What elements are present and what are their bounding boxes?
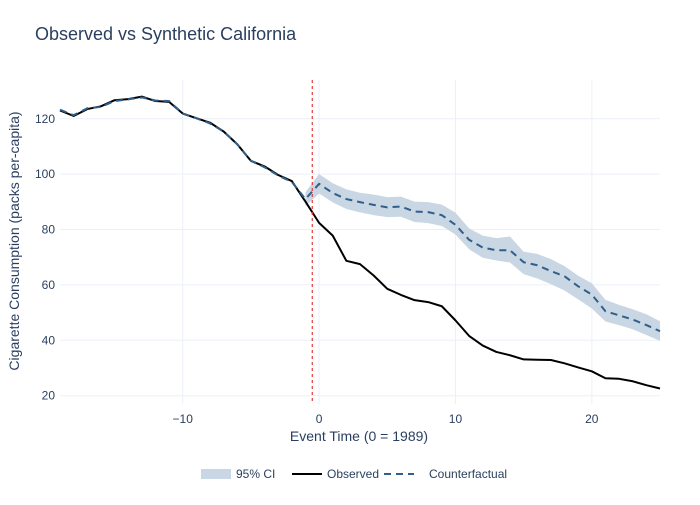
legend-item-ci[interactable]: 95% CI	[201, 467, 275, 481]
legend-label: 95% CI	[236, 467, 275, 481]
y-tick-label: 120	[35, 112, 55, 126]
ci-band-layer	[305, 174, 660, 341]
grid	[60, 80, 660, 404]
x-tick-label: 20	[585, 412, 599, 426]
x-axis-ticks: −10 0 10 20	[173, 412, 599, 426]
legend-swatch-ci	[201, 469, 231, 479]
ci-band	[305, 174, 660, 341]
legend-item-counterfactual[interactable]: Counterfactual	[384, 467, 507, 481]
legend-label: Observed	[327, 467, 379, 481]
x-tick-label: 10	[449, 412, 463, 426]
legend[interactable]: 95% CI Observed Counterfactual	[201, 467, 507, 481]
y-tick-label: 100	[35, 167, 55, 181]
y-tick-label: 80	[42, 223, 56, 237]
y-tick-label: 20	[42, 389, 56, 403]
x-tick-label: 0	[316, 412, 323, 426]
chart-title: Observed vs Synthetic California	[35, 24, 297, 44]
y-axis-label: Cigarette Consumption (packs per-capita)	[6, 111, 22, 370]
y-tick-label: 60	[42, 278, 56, 292]
x-axis-label: Event Time (0 = 1989)	[290, 428, 428, 444]
x-tick-label: −10	[173, 412, 194, 426]
legend-item-observed[interactable]: Observed	[292, 467, 379, 481]
legend-label: Counterfactual	[429, 467, 507, 481]
y-axis-ticks: 20 40 60 80 100 120	[35, 112, 55, 403]
y-tick-label: 40	[42, 333, 56, 347]
series-layer	[59, 95, 661, 390]
observed-series-line	[59, 95, 661, 390]
counterfactual-series-line	[59, 96, 661, 333]
